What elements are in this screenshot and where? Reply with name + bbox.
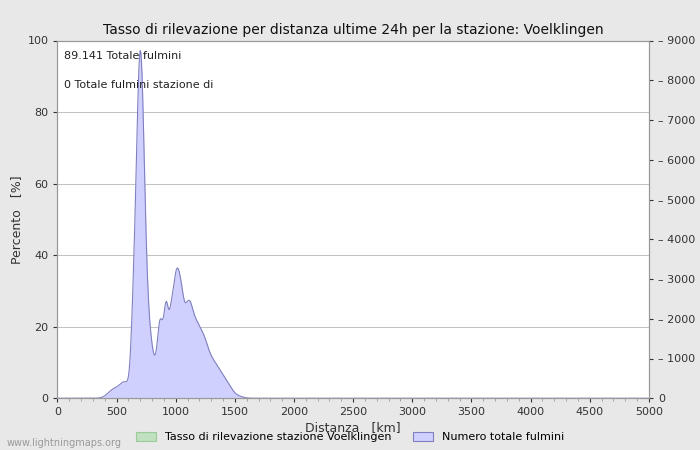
Text: 0 Totale fulmini stazione di: 0 Totale fulmini stazione di (64, 80, 214, 90)
Y-axis label: Percento   [%]: Percento [%] (10, 175, 23, 264)
Text: 89.141 Totale fulmini: 89.141 Totale fulmini (64, 51, 182, 61)
Legend: Tasso di rilevazione stazione Voelklingen, Numero totale fulmini: Tasso di rilevazione stazione Voelklinge… (136, 432, 564, 442)
Title: Tasso di rilevazione per distanza ultime 24h per la stazione: Voelklingen: Tasso di rilevazione per distanza ultime… (103, 22, 603, 36)
Y-axis label: Numero: Numero (696, 194, 700, 244)
Text: www.lightningmaps.org: www.lightningmaps.org (7, 438, 122, 448)
X-axis label: Distanza   [km]: Distanza [km] (305, 422, 401, 434)
